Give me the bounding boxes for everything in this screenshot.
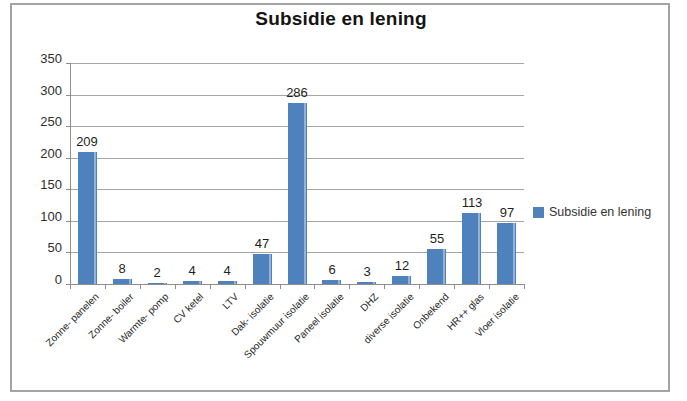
x-axis-tick [245,284,246,289]
bar [357,282,376,284]
x-axis-category-label: Zonne- panelen [43,291,100,348]
y-axis-tick-label: 150 [22,178,62,191]
x-axis-tick [140,284,141,289]
bar [148,283,167,284]
bar [427,249,446,284]
x-axis-category-label: LTV [221,291,241,311]
x-axis-tick [419,284,420,289]
x-axis-tick [314,284,315,289]
bar [183,281,202,284]
x-axis-category-label: Onbekend [410,291,450,331]
legend: Subsidie en lening [533,205,651,219]
bar [78,152,97,284]
x-axis-tick [524,284,525,289]
x-axis-tick [280,284,281,289]
bar [113,279,132,284]
bar-value-label: 47 [237,237,287,251]
x-axis-category-label: Spouwmuur isolatie [241,291,310,360]
x-axis-tick [454,284,455,289]
x-axis-tick [210,284,211,289]
bar-value-label: 55 [412,232,462,246]
legend-swatch-icon [533,207,544,218]
x-axis-tick [105,284,106,289]
bar-value-label: 97 [482,206,532,220]
y-axis-tick-label: 0 [22,273,62,286]
bar [322,280,341,284]
x-axis-category-label: CV ketel [171,291,206,326]
y-axis-tick-label: 350 [22,52,62,65]
x-axis-tick [489,284,490,289]
bar-chart: Subsidie en lening 050100150200250300350… [0,0,687,401]
bar [218,281,237,284]
y-axis-tick-label: 200 [22,147,62,160]
bar [497,223,516,284]
x-axis-tick [384,284,385,289]
y-axis-line [70,63,71,285]
bar-value-label: 12 [377,259,427,273]
x-axis-line [70,284,525,285]
bar-value-label: 286 [272,86,322,100]
y-axis-tick-label: 100 [22,210,62,223]
plot-area: 050100150200250300350209Zonne- panelen8Z… [0,0,687,401]
x-axis-tick [70,284,71,289]
gridline [70,63,524,64]
bar-value-label: 4 [202,264,252,278]
bar [253,254,272,284]
bar-value-label: 209 [62,135,112,149]
legend-label: Subsidie en lening [549,205,651,219]
bar [288,103,307,284]
y-axis-tick-label: 50 [22,241,62,254]
x-axis-tick [349,284,350,289]
y-axis-tick-label: 250 [22,115,62,128]
x-axis-category-label: DHZ [358,291,380,313]
bar [462,213,481,284]
bar [392,276,411,284]
y-axis-tick-label: 300 [22,84,62,97]
x-axis-tick [175,284,176,289]
